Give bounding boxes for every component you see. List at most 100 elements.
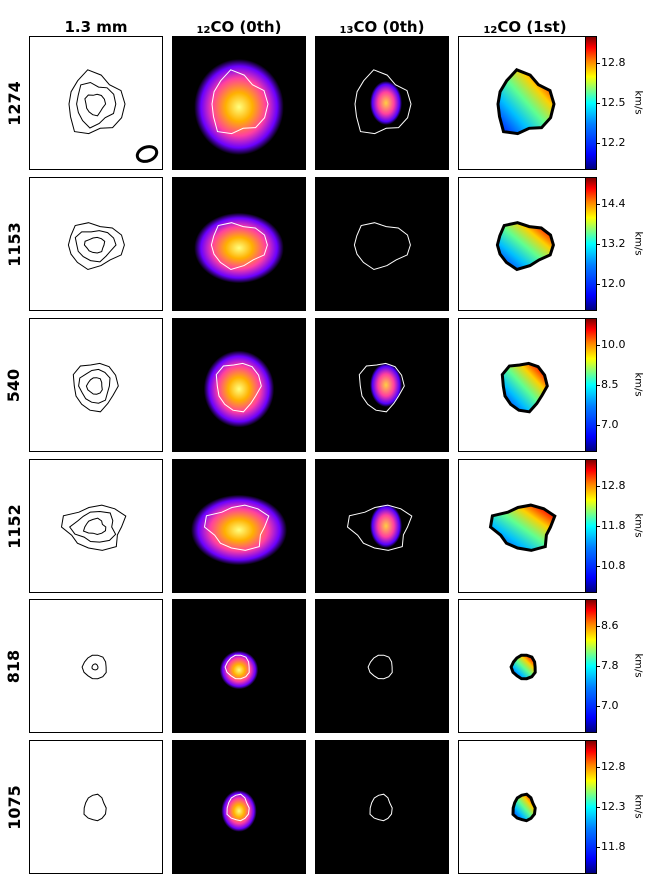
colorbar-unit: km/s bbox=[632, 231, 644, 256]
aperture-contour bbox=[203, 504, 270, 551]
co13-moment0-map bbox=[369, 793, 393, 822]
co12-moment0-map bbox=[219, 650, 259, 690]
colorbar-tickmark bbox=[597, 344, 600, 346]
co12-moment0-panel bbox=[172, 36, 306, 170]
colorbar-tick-label: 12.8 bbox=[601, 55, 626, 69]
row-label-540: 540 bbox=[2, 318, 26, 452]
source-id: 1274 bbox=[4, 80, 24, 126]
co12-moment0-panel bbox=[172, 318, 306, 452]
velocity-field bbox=[511, 792, 537, 823]
aperture-contour bbox=[224, 654, 250, 680]
velocity-field bbox=[488, 503, 557, 552]
co12-moment0-panel bbox=[172, 177, 306, 311]
colorbar-tickmark bbox=[597, 847, 600, 849]
colorbar-tick-label: 7.8 bbox=[601, 659, 619, 672]
row-label-1152: 1152 bbox=[2, 459, 26, 593]
colorbar-tick-label: 11.8 bbox=[601, 519, 626, 532]
co12-moment1-panel bbox=[458, 459, 592, 593]
aperture-contour bbox=[346, 504, 413, 551]
aperture-contour bbox=[226, 793, 250, 822]
colorbar bbox=[585, 318, 597, 452]
colorbar-tick-label: 7.0 bbox=[601, 418, 619, 432]
colorbar-tick-label: 8.5 bbox=[601, 378, 619, 391]
velocity-field bbox=[509, 653, 537, 681]
contour-map bbox=[83, 793, 107, 822]
continuum-panel bbox=[29, 36, 163, 170]
contour-level bbox=[84, 93, 107, 117]
row-label-1075: 1075 bbox=[2, 740, 26, 874]
emission-blob bbox=[370, 504, 402, 548]
colorbar-tick-label: 10.8 bbox=[601, 559, 626, 573]
colorbar-tick-label: 12.5 bbox=[601, 96, 626, 109]
contour-map bbox=[81, 654, 107, 680]
continuum-panel bbox=[29, 599, 163, 733]
column-title: CO (0th) bbox=[210, 18, 282, 36]
emission-blob bbox=[370, 363, 402, 407]
contour-map bbox=[60, 504, 127, 551]
colorbar-tickmark bbox=[597, 103, 600, 104]
co12-moment0-map bbox=[203, 350, 275, 428]
continuum-panel bbox=[29, 177, 163, 311]
column-title: CO (1st) bbox=[497, 18, 567, 36]
colorbar-unit: km/s bbox=[632, 794, 644, 819]
velocity-field bbox=[496, 68, 556, 136]
colorbar-tick-label: 7.0 bbox=[601, 699, 619, 713]
colorbar-tickmark bbox=[597, 244, 600, 245]
contour-map bbox=[72, 362, 119, 413]
aperture-contour bbox=[353, 222, 411, 271]
co12-moment0-panel bbox=[172, 459, 306, 593]
co12-moment1-panel bbox=[458, 599, 592, 733]
column-header-2: 12 CO (0th) bbox=[172, 10, 306, 36]
co12-moment1-panel bbox=[458, 318, 592, 452]
contour-level bbox=[83, 793, 107, 822]
colorbar-tickmark bbox=[597, 526, 600, 527]
colorbar-tick-label: 14.4 bbox=[601, 196, 626, 210]
colorbar-tick-label: 12.0 bbox=[601, 277, 626, 291]
co13-moment0-map bbox=[354, 69, 412, 135]
contour-level bbox=[76, 81, 117, 129]
colorbar-tickmark bbox=[597, 625, 600, 627]
colorbar bbox=[585, 740, 597, 874]
contour-level bbox=[67, 222, 125, 271]
contour-map bbox=[67, 222, 125, 271]
co13-moment0-map bbox=[358, 362, 405, 413]
co13-moment0-panel bbox=[315, 318, 449, 452]
colorbar-tick-label: 10.0 bbox=[601, 337, 626, 351]
co13-moment0-panel bbox=[315, 177, 449, 311]
colorbar-tickmark bbox=[597, 566, 600, 568]
colorbar-tick-label: 13.2 bbox=[601, 237, 626, 250]
row-label-1153: 1153 bbox=[2, 177, 26, 311]
velocity-map bbox=[500, 361, 549, 414]
velocity-map bbox=[509, 653, 537, 681]
source-id: 540 bbox=[4, 368, 24, 402]
colorbar-tickmark bbox=[597, 62, 600, 64]
column-superscript: 12 bbox=[196, 25, 211, 36]
co12-moment0-map bbox=[194, 212, 284, 284]
emission-blob bbox=[370, 81, 402, 125]
source-id: 1152 bbox=[4, 503, 24, 549]
colorbar-tick-label: 12.3 bbox=[601, 800, 626, 813]
colorbar-tickmark bbox=[597, 706, 600, 708]
column-superscript: 13 bbox=[339, 25, 354, 36]
continuum-panel bbox=[29, 459, 163, 593]
co12-moment0-panel bbox=[172, 599, 306, 733]
contour-level bbox=[82, 517, 107, 536]
co12-moment0-map bbox=[194, 59, 284, 155]
colorbar-tickmark bbox=[597, 425, 600, 427]
contour-map bbox=[68, 69, 159, 163]
emission-blob bbox=[219, 650, 259, 690]
co12-moment1-panel bbox=[458, 36, 592, 170]
co13-moment0-panel bbox=[315, 740, 449, 874]
aperture-contour bbox=[210, 222, 268, 271]
emission-blob bbox=[194, 212, 284, 284]
colorbar-unit: km/s bbox=[632, 513, 644, 538]
aperture-contour bbox=[215, 362, 262, 413]
velocity-map bbox=[495, 221, 555, 272]
colorbar-tickmark bbox=[597, 203, 600, 205]
aperture-contour bbox=[358, 362, 405, 413]
contour-level bbox=[83, 236, 106, 254]
column-title: CO (0th) bbox=[353, 18, 425, 36]
co12-moment0-panel bbox=[172, 740, 306, 874]
continuum-panel bbox=[29, 740, 163, 874]
contour-level bbox=[69, 510, 117, 543]
